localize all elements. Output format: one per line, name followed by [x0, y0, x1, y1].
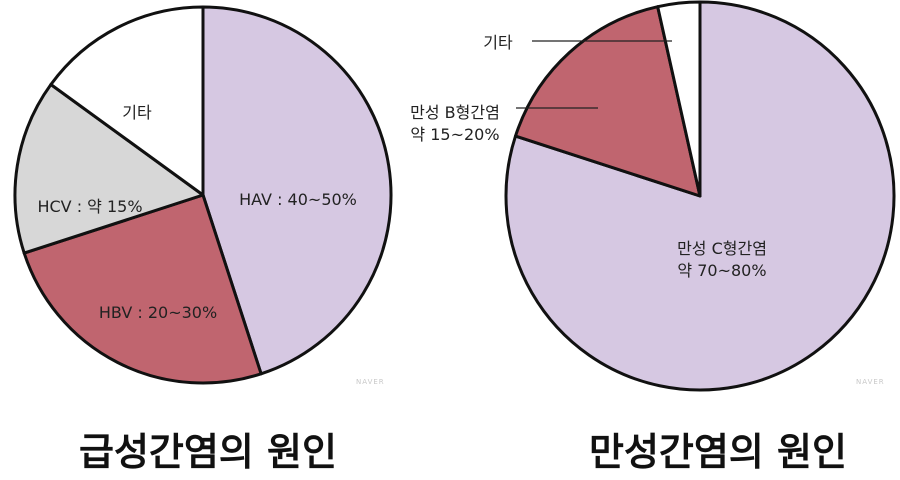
acute-chart-title: 급성간염의 원인	[79, 430, 337, 474]
acute-slice-label-0: HAV : 40~50%	[239, 190, 357, 209]
chronic-slice-label-2: 기타	[483, 33, 513, 52]
chronic-watermark: NAVER	[856, 378, 885, 386]
chronic-slice-label-1-line-1: 약 15~20%	[410, 125, 499, 144]
acute-watermark: NAVER	[356, 378, 385, 386]
acute-slice-label-3: 기타	[122, 103, 152, 122]
chronic-slice-label-1-line-0: 만성 B형간염	[410, 103, 500, 122]
acute-slice-0	[201, 5, 393, 376]
chronic-slice-2	[656, 0, 702, 198]
chronic-slice-1	[514, 5, 702, 198]
acute-slice-1	[22, 193, 263, 385]
acute-slice-2	[13, 83, 205, 255]
acute-hepatitis-pie-chart: HAV : 40~50% HBV : 20~30% HCV : 약 15% 기타 급성…	[13, 5, 393, 474]
acute-slice-label-1: HBV : 20~30%	[99, 303, 217, 322]
acute-slice-label-2: HCV : 약 15%	[37, 197, 142, 216]
chronic-slice-label-0-line-1: 약 70~80%	[677, 261, 766, 280]
chronic-chart-title: 만성간염의 원인	[589, 430, 847, 474]
chronic-slice-label-0-line-0: 만성 C형간염	[677, 239, 767, 258]
acute-slice-3	[49, 5, 205, 197]
